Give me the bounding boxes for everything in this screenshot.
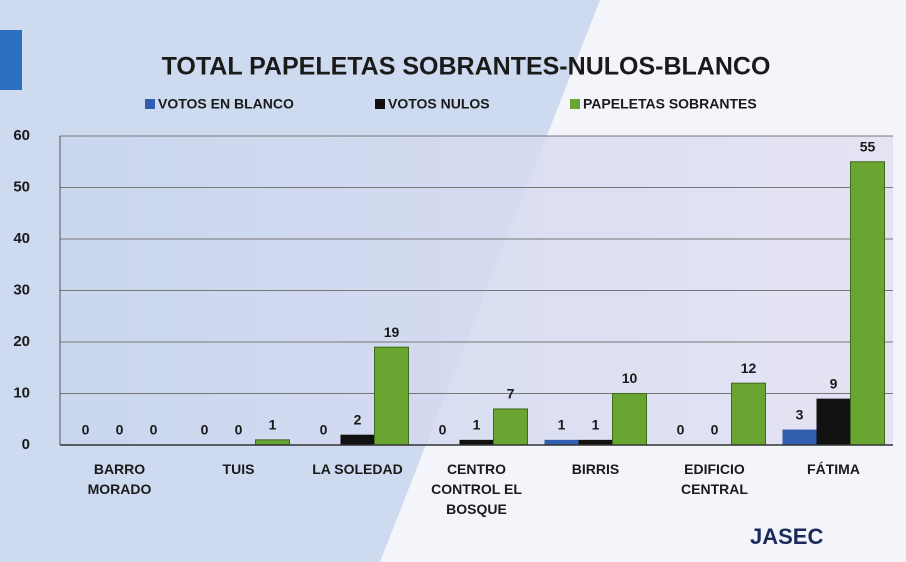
data-label: 0: [320, 422, 328, 438]
logo: JASEC: [750, 524, 824, 549]
data-label: 0: [82, 422, 90, 438]
data-label: 55: [860, 138, 876, 154]
x-tick-label: LA SOLEDAD: [312, 461, 403, 477]
data-label: 0: [201, 422, 209, 438]
x-tick-label: EDIFICIO CENTRAL: [681, 461, 748, 497]
data-label: 19: [384, 324, 400, 340]
data-label: 1: [269, 417, 277, 433]
data-label: 0: [439, 422, 447, 438]
y-tick-label: 60: [13, 127, 30, 144]
x-tick-label: BARRO MORADO: [87, 461, 152, 497]
x-tick-label: TUIS: [222, 461, 255, 477]
bar: [544, 439, 579, 445]
x-tick-label: FÁTIMA: [807, 461, 860, 477]
accent-bar: [0, 30, 22, 90]
data-label: 2: [354, 411, 362, 427]
bar: [850, 161, 885, 446]
data-label: 7: [507, 386, 515, 402]
bar: [578, 439, 613, 445]
data-label: 3: [796, 406, 804, 422]
bar: [731, 382, 766, 446]
data-label: 12: [741, 360, 757, 376]
x-tick-label: CENTRO CONTROL EL BOSQUE: [431, 461, 522, 517]
bar: [612, 393, 647, 446]
data-label: 1: [558, 417, 566, 433]
bar: [782, 429, 817, 445]
data-label: 0: [116, 422, 124, 438]
chart-title: TOTAL PAPELETAS SOBRANTES-NULOS-BLANCO: [162, 53, 771, 81]
data-label: 1: [473, 417, 481, 433]
data-label: 0: [235, 422, 243, 438]
legend-label: VOTOS EN BLANCO: [158, 96, 294, 112]
bar: [459, 439, 494, 445]
data-label: 0: [711, 422, 719, 438]
legend-label: PAPELETAS SOBRANTES: [583, 96, 757, 112]
y-tick-label: 40: [13, 230, 30, 247]
y-tick-label: 30: [13, 281, 30, 298]
bar: [374, 346, 409, 446]
y-tick-label: 20: [13, 333, 30, 350]
data-label: 1: [592, 417, 600, 433]
y-tick-label: 10: [13, 384, 30, 401]
y-tick-label: 50: [13, 178, 30, 195]
bar: [493, 408, 528, 446]
bar: [816, 398, 851, 445]
data-label: 0: [150, 422, 158, 438]
legend-swatch: [375, 99, 385, 109]
legend-swatch: [145, 99, 155, 109]
x-tick-label: BIRRIS: [571, 461, 620, 477]
y-tick-label: 0: [22, 436, 30, 453]
bar: [340, 434, 375, 445]
data-label: 0: [677, 422, 685, 438]
data-label: 10: [622, 370, 638, 386]
legend-swatch: [570, 99, 580, 109]
legend-label: VOTOS NULOS: [388, 96, 490, 112]
data-label: 9: [830, 375, 838, 391]
bar: [255, 439, 290, 446]
